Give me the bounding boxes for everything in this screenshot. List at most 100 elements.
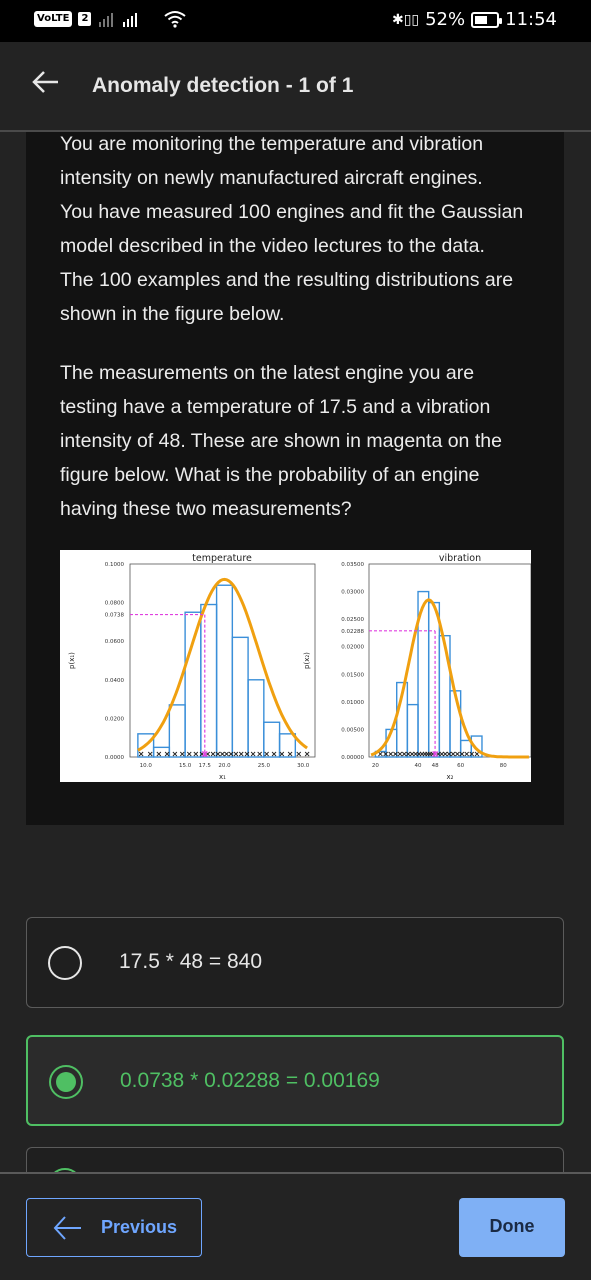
x-tick-label: 15.0 [179, 763, 192, 769]
gaussian-curve [370, 598, 529, 759]
sample-marker [186, 751, 192, 757]
histogram-bar [152, 746, 171, 758]
y-tick-label: 0.01500 [341, 672, 364, 678]
distribution-figure-svg: temperature p(x₁) x₁ 0.1000 0.0800 0.0738 0.06… [68, 553, 531, 781]
sample-marker [409, 751, 415, 757]
battery-icon [471, 11, 503, 28]
sample-marker [193, 751, 199, 757]
y-tick-label: 0.02000 [341, 645, 364, 651]
sample-marker [388, 751, 393, 757]
highlight-marker [201, 751, 208, 757]
status-left: VoLTE 2 [34, 10, 187, 28]
y-tick-label: 0.0800 [105, 601, 125, 607]
x-tick-label: 30.0 [297, 763, 310, 769]
footer-bar: Previous Done [0, 1172, 591, 1280]
histogram-bar [263, 721, 281, 758]
sample-marker [210, 751, 216, 757]
y-tick-label: 0.0600 [105, 639, 125, 645]
sample-marker [164, 751, 170, 757]
sample-marker [474, 751, 480, 757]
question-line: shown in the figure below. [60, 303, 285, 325]
bluetooth-vibrate-icon: ✱▯▯ [391, 11, 420, 28]
answer-option-label: 17.5 * 48 = 840 [119, 950, 263, 973]
arrow-left-icon [53, 1216, 81, 1240]
y-axis-label: p(x₂) [303, 652, 311, 669]
sample-marker [439, 751, 445, 757]
sample-marker [172, 751, 178, 757]
done-button[interactable]: Done [459, 1198, 565, 1257]
histogram-bar [278, 733, 297, 758]
sample-marker [244, 751, 250, 757]
back-arrow-icon[interactable] [28, 64, 64, 100]
chart-title: vibration [439, 553, 481, 564]
x-axis-label: x₂ [447, 773, 454, 781]
sample-marker [413, 751, 418, 757]
app-header: Anomaly detection - 1 of 1 [0, 42, 591, 132]
previous-button[interactable]: Previous [26, 1198, 202, 1257]
sample-marker [215, 751, 221, 757]
question-paragraph-2: The measurements on the latest engine yo… [60, 356, 540, 526]
sample-marker [138, 751, 144, 757]
sample-marker [393, 751, 398, 757]
sample-marker [228, 751, 234, 757]
radio-unselected-icon[interactable] [48, 946, 82, 980]
sample-marker [401, 751, 407, 757]
sample-marker [287, 751, 293, 757]
histogram-bar [168, 704, 186, 758]
sample-marker [264, 751, 269, 757]
y-tick-label: 0.02288 [341, 629, 364, 635]
y-tick-label: 0.00500 [341, 727, 364, 733]
distribution-figure: temperature p(x₁) x₁ 0.1000 0.0800 0.0738 0.06… [60, 550, 531, 782]
chart-title: temperature [192, 553, 252, 564]
wifi-icon [164, 11, 187, 28]
x-tick-label: 80 [500, 763, 507, 769]
sample-marker [147, 751, 153, 757]
page-title: Anomaly detection - 1 of 1 [92, 74, 354, 97]
y-tick-label: 0.1000 [105, 562, 125, 568]
x-tick-label: 20 [372, 763, 379, 769]
sim-indicator: 2 [78, 12, 92, 26]
done-label: Done [489, 1216, 535, 1236]
y-tick-label: 0.03000 [341, 590, 364, 596]
y-tick-label: 0.0738 [105, 613, 125, 619]
x-tick-label: 25.0 [258, 763, 271, 769]
question-line: testing have a temperature of 17.5 and a… [60, 396, 491, 418]
histogram-bar [215, 584, 234, 758]
histogram-bar [438, 634, 451, 758]
histogram-bar [247, 679, 265, 758]
sample-marker [378, 751, 383, 757]
sample-marker [455, 751, 460, 757]
sample-marker [464, 751, 470, 757]
highlight-marker [432, 751, 439, 757]
sample-marker [296, 751, 302, 757]
x-tick-label: 20.0 [218, 763, 231, 769]
clock: 11:54 [505, 9, 557, 30]
question-line: The measurements on the latest engine yo… [60, 362, 475, 384]
sample-marker [383, 751, 388, 757]
histogram-bar [470, 735, 483, 758]
answer-option-1[interactable]: 17.5 * 48 = 840 [26, 917, 564, 1008]
sample-marker [446, 751, 452, 757]
x-tick-label: 60 [457, 763, 464, 769]
sample-marker [442, 751, 448, 757]
question-line: having these two measurements? [60, 498, 352, 520]
sample-marker [450, 751, 456, 757]
histogram-bar [137, 733, 155, 758]
sample-marker [250, 751, 256, 757]
y-tick-label: 0.02500 [341, 617, 364, 623]
sample-marker [397, 751, 403, 757]
y-tick-label: 0.0400 [105, 678, 125, 684]
histogram-bar [200, 603, 218, 758]
answer-option-label: 0.0738 * 0.02288 = 0.00169 [120, 1069, 380, 1092]
y-tick-label: 0.0200 [105, 716, 125, 722]
question-paragraph-1: You are monitoring the temperature and v… [60, 127, 540, 331]
histogram-bar [184, 611, 202, 758]
y-tick-label: 0.0000 [105, 755, 125, 761]
radio-selected-icon[interactable] [49, 1065, 83, 1099]
sample-marker [271, 751, 277, 757]
sample-marker [220, 751, 225, 757]
x-axis-label: x₁ [219, 773, 226, 781]
answer-option-2[interactable]: 0.0738 * 0.02288 = 0.00169 [26, 1035, 564, 1126]
question-line: model described in the video lectures to… [60, 235, 485, 257]
sample-marker [238, 751, 244, 757]
